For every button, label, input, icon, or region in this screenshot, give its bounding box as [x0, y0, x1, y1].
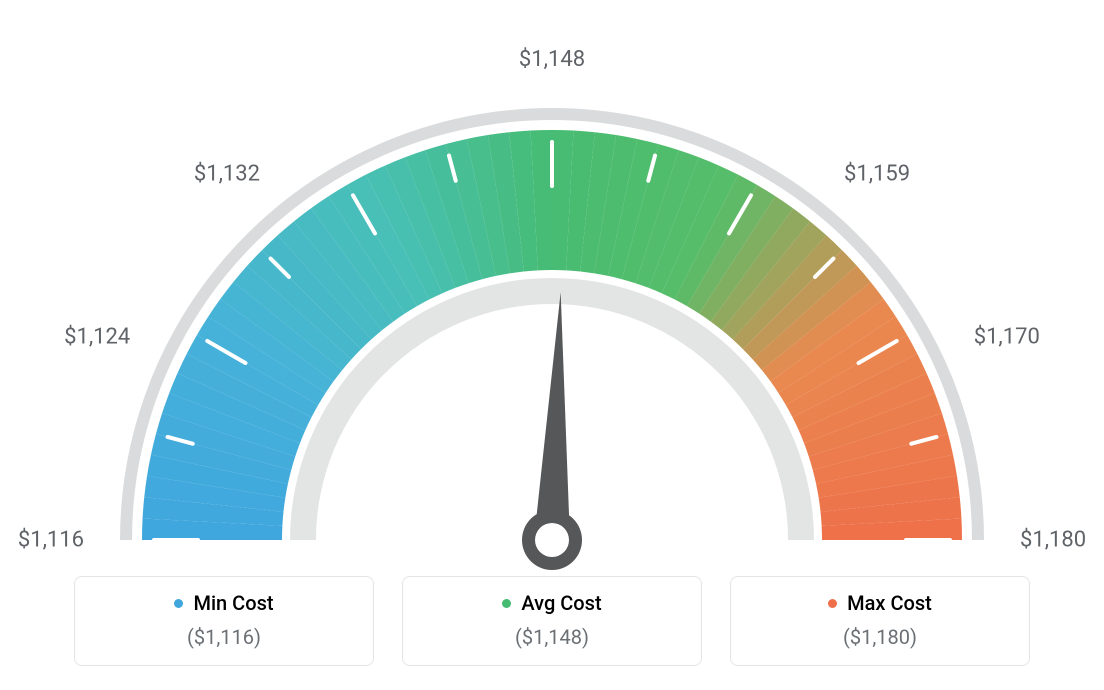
legend-card-avg: Avg Cost ($1,148): [402, 576, 702, 666]
dot-icon: [174, 599, 183, 608]
legend-title-min: Min Cost: [174, 591, 273, 615]
gauge-container: $1,116 $1,124 $1,132 $1,148 $1,159 $1,170 $1,1…: [0, 0, 1104, 560]
legend-row: Min Cost ($1,116) Avg Cost ($1,148) Max …: [0, 576, 1104, 666]
legend-card-min: Min Cost ($1,116): [74, 576, 374, 666]
legend-title-text: Max Cost: [847, 591, 932, 615]
legend-title-max: Max Cost: [828, 591, 932, 615]
dot-icon: [828, 599, 837, 608]
gauge-tick-label: $1,180: [1020, 528, 1086, 553]
gauge-tick-label: $1,148: [519, 47, 585, 72]
legend-value-avg: ($1,148): [413, 625, 691, 649]
legend-value-min: ($1,116): [85, 625, 363, 649]
gauge-tick-label: $1,170: [974, 325, 1040, 350]
gauge-svg: [0, 30, 1104, 590]
legend-title-text: Avg Cost: [521, 591, 601, 615]
legend-title-text: Min Cost: [193, 591, 273, 615]
gauge-tick-label: $1,124: [64, 325, 130, 350]
legend-title-avg: Avg Cost: [502, 591, 601, 615]
legend-card-max: Max Cost ($1,180): [730, 576, 1030, 666]
gauge-tick-label: $1,116: [18, 528, 84, 553]
gauge-tick-label: $1,132: [194, 162, 260, 187]
dot-icon: [502, 599, 511, 608]
gauge-tick-label: $1,159: [844, 162, 910, 187]
legend-value-max: ($1,180): [741, 625, 1019, 649]
